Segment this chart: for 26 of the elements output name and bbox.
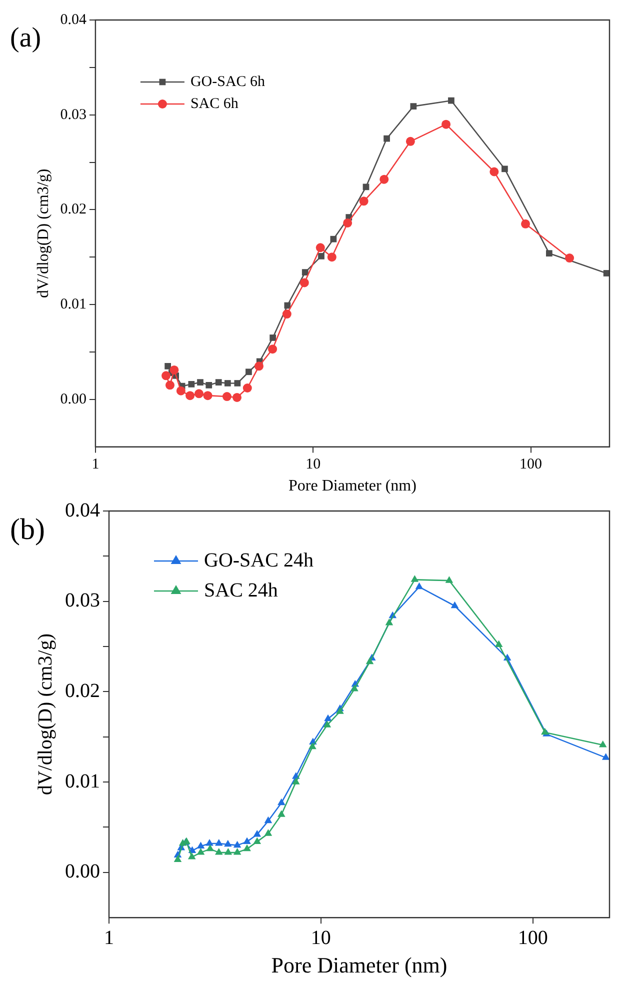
y-axis-title: dV/dlog(D) (cm3/g) xyxy=(34,168,52,298)
legend-label: SAC 24h xyxy=(204,579,278,602)
legend-label: GO-SAC 24h xyxy=(204,549,314,572)
x-tick-label: 1 xyxy=(104,926,114,949)
x-tick-label: 100 xyxy=(518,926,548,949)
y-tick-label: 0.02 xyxy=(65,680,100,702)
x-tick-label: 100 xyxy=(520,456,542,473)
legend-label: GO-SAC 6h xyxy=(190,74,266,90)
y-tick-label: 0.02 xyxy=(60,202,86,218)
legend-label: SAC 6h xyxy=(190,96,239,112)
y-tick-label: 0.00 xyxy=(65,860,100,883)
y-tick-label: 0.01 xyxy=(60,296,86,312)
y-tick-label: 0.01 xyxy=(65,770,100,792)
y-tick-label: 0.03 xyxy=(60,106,86,123)
y-tick-label: 0.04 xyxy=(65,499,100,522)
x-axis-title: Pore Diameter (nm) xyxy=(288,478,416,495)
text: (a) xyxy=(10,22,42,54)
y-axis-title: dV/dlog(D) (cm3/g) xyxy=(34,633,56,796)
x-axis-title: Pore Diameter (nm) xyxy=(271,952,448,978)
y-tick-label: 0.00 xyxy=(60,391,86,408)
y-tick-label: 0.03 xyxy=(65,590,100,612)
x-tick-label: 10 xyxy=(310,926,331,949)
x-tick-label: 10 xyxy=(306,456,321,473)
y-tick-label: 0.04 xyxy=(60,12,87,28)
x-tick-label: 1 xyxy=(92,456,100,473)
text: (b) xyxy=(10,512,45,546)
